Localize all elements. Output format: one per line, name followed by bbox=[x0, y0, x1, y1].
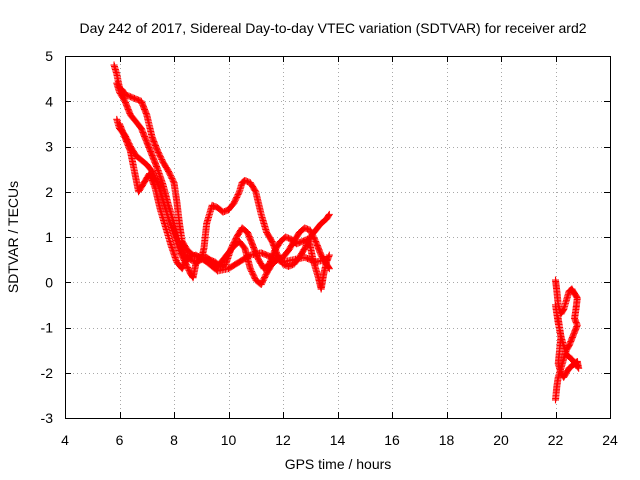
data-point bbox=[169, 177, 177, 185]
x-tick-label: 18 bbox=[439, 432, 455, 448]
x-tick-label: 4 bbox=[61, 432, 69, 448]
x-axis-label: GPS time / hours bbox=[285, 456, 392, 472]
y-tick-label: 5 bbox=[45, 48, 53, 64]
data-point bbox=[235, 189, 243, 197]
x-tick-label: 10 bbox=[221, 432, 237, 448]
y-tick-label: 0 bbox=[45, 274, 53, 290]
x-tick-label: 20 bbox=[493, 432, 509, 448]
data-points bbox=[110, 61, 583, 404]
data-point bbox=[554, 314, 562, 322]
series-track-e bbox=[552, 276, 581, 404]
data-point bbox=[325, 210, 333, 218]
y-tick-label: 4 bbox=[45, 93, 53, 109]
x-tick-labels: 4 6 8 10 12 14 16 18 20 22 24 bbox=[61, 432, 618, 448]
series-track-f bbox=[552, 301, 583, 381]
data-point bbox=[325, 264, 333, 272]
axis-ticks bbox=[65, 56, 611, 419]
x-tick-label: 6 bbox=[116, 432, 124, 448]
data-point bbox=[552, 396, 559, 404]
series-track-a bbox=[110, 61, 333, 293]
y-tick-label: 2 bbox=[45, 184, 53, 200]
data-point bbox=[325, 265, 333, 273]
y-axis-label: SDTVAR / TECUs bbox=[5, 181, 21, 293]
y-tick-labels: -3 -2 -1 0 1 2 3 4 5 bbox=[41, 48, 54, 426]
x-tick-label: 24 bbox=[602, 432, 618, 448]
x-tick-label: 16 bbox=[384, 432, 400, 448]
y-tick-label: 3 bbox=[45, 139, 53, 155]
chart-title: Day 242 of 2017, Sidereal Day-to-day VTE… bbox=[79, 20, 586, 36]
x-tick-label: 8 bbox=[170, 432, 178, 448]
series-track-d bbox=[116, 120, 331, 275]
y-tick-label: -3 bbox=[41, 410, 54, 426]
y-tick-label: 1 bbox=[45, 229, 53, 245]
data-point bbox=[323, 256, 331, 264]
y-tick-label: -2 bbox=[41, 365, 54, 381]
data-point bbox=[325, 251, 333, 259]
data-point bbox=[325, 212, 333, 220]
x-tick-label: 12 bbox=[275, 432, 291, 448]
y-tick-label: -1 bbox=[41, 320, 54, 336]
x-tick-label: 22 bbox=[548, 432, 564, 448]
x-tick-label: 14 bbox=[330, 432, 346, 448]
